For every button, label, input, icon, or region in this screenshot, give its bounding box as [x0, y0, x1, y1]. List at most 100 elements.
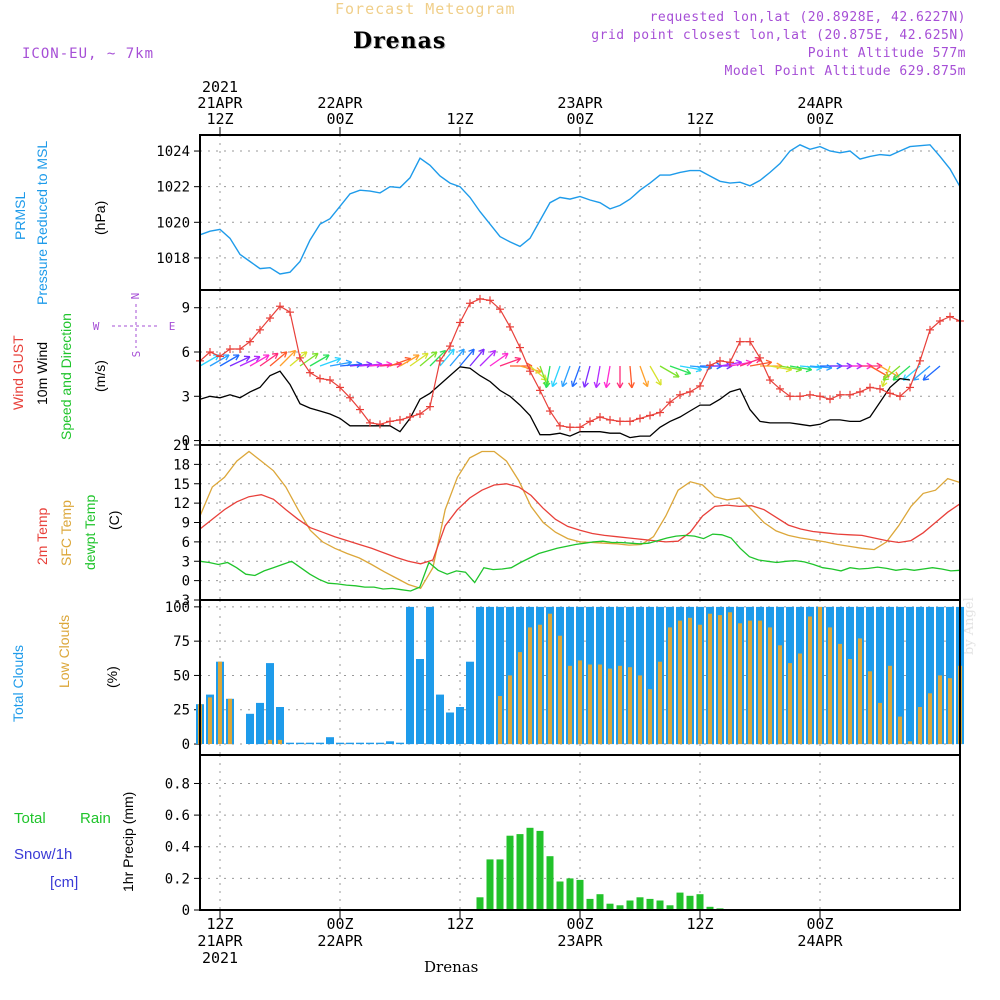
- low-cloud-bar: [898, 716, 902, 744]
- total-cloud-bar: [296, 742, 304, 745]
- bottom-time-label: 00Z: [566, 915, 593, 933]
- low-cloud-bar: [928, 693, 932, 745]
- precip-bar: [636, 897, 644, 910]
- top-time-label: 24APR: [797, 94, 843, 112]
- wind-vector-head: [271, 352, 279, 355]
- wind-vector-head: [245, 356, 251, 362]
- total-cloud-bar: [876, 606, 884, 745]
- wind-vector: [779, 365, 802, 371]
- temperature-ytick-label: 0: [182, 574, 190, 590]
- precip-bar: [646, 898, 654, 910]
- dewpt-line: [199, 533, 961, 592]
- precip-ytick-label: 0.4: [165, 840, 190, 856]
- total-cloud-bar: [926, 606, 934, 745]
- total-cloud-bar: [416, 659, 424, 744]
- low-cloud-bar: [818, 606, 822, 745]
- precip-bar: [506, 835, 514, 910]
- total-cloud-bar: [946, 606, 954, 745]
- wind-vector-head: [255, 356, 261, 362]
- temperature-ytick-label: -3: [173, 593, 190, 609]
- clouds-ytick-label: 100: [165, 600, 190, 616]
- wind-vector: [789, 365, 812, 371]
- low-cloud-bar: [938, 675, 942, 744]
- wind-vector-head: [311, 352, 319, 355]
- wind-vector-head: [280, 351, 287, 354]
- wind-vector: [879, 365, 900, 378]
- wind-vector-head: [882, 382, 888, 388]
- wind-vector-head: [562, 382, 568, 388]
- low-cloud-bar: [608, 668, 612, 744]
- precip-bar: [686, 895, 694, 910]
- wind-vector: [561, 365, 571, 387]
- wind-vector: [519, 365, 542, 373]
- wind-vector: [229, 356, 251, 367]
- wind-vector-head: [544, 374, 548, 381]
- wind-vector: [499, 357, 521, 367]
- wind-vector-head: [501, 352, 509, 355]
- precip-bar: [536, 830, 544, 910]
- low-cloud-bar: [738, 623, 742, 744]
- wind-vector-head: [805, 369, 812, 373]
- clouds-ytick-label: 50: [173, 668, 190, 684]
- precip-ytick-label: 0.2: [165, 871, 190, 887]
- total-cloud-bar: [476, 606, 484, 745]
- wind-vector-head: [893, 378, 900, 381]
- low-cloud-bar: [918, 707, 922, 744]
- total-cloud-bar: [436, 694, 444, 744]
- total-cloud-bar: [426, 606, 434, 745]
- low-cloud-bar: [718, 615, 722, 744]
- low-cloud-bar: [528, 627, 532, 744]
- temperature-ytick-label: 18: [173, 457, 190, 473]
- bottom-station-label: Drenas: [424, 958, 479, 976]
- wind-vector-head: [430, 351, 437, 354]
- wind-vector-head: [593, 381, 597, 388]
- low-cloud-bar: [788, 663, 792, 744]
- wind-vector: [739, 357, 761, 367]
- low-cloud-bar: [748, 620, 752, 745]
- temperature-ytick-label: 21: [173, 438, 190, 454]
- wind-vector-head: [605, 382, 611, 389]
- wind-vector: [571, 365, 581, 387]
- low-cloud-bar: [948, 678, 952, 744]
- total-cloud-bar: [906, 606, 914, 745]
- total-cloud-bar: [356, 742, 364, 745]
- compass-north: N: [129, 293, 142, 300]
- total-cloud-bar: [366, 742, 374, 745]
- temperature-ytick-label: 12: [173, 496, 190, 512]
- wind-vector-head: [550, 380, 554, 387]
- precip-bar: [606, 903, 614, 910]
- low-cloud-bar: [618, 665, 622, 744]
- wind-vector: [669, 365, 691, 375]
- t2m-line: [199, 483, 961, 565]
- wind-vector-head: [452, 349, 455, 356]
- pressure-ytick-label: 1024: [156, 144, 190, 160]
- total-cloud-bar: [466, 661, 474, 744]
- wind-vector: [269, 351, 288, 367]
- top-time-label: 12Z: [206, 110, 233, 128]
- wind-vector-head: [883, 378, 890, 381]
- precip-bar: [526, 827, 534, 910]
- wind-vector: [289, 351, 308, 367]
- wind-vector-head: [560, 380, 564, 387]
- model-name: ICON-EU, ~ 7km: [22, 46, 155, 62]
- wind-vector-head: [225, 354, 230, 361]
- precip-bar: [676, 892, 684, 910]
- wind-vector-head: [616, 382, 621, 389]
- top-time-label: 21APR: [197, 94, 243, 112]
- point-altitude: Point Altitude 577m: [807, 46, 966, 61]
- compass-east: E: [169, 320, 176, 333]
- low-cloud-bar: [548, 613, 552, 744]
- wind-vector-head: [726, 365, 733, 370]
- wind-vector: [309, 354, 330, 367]
- precip-bar: [596, 894, 604, 910]
- low-cloud-bar: [758, 620, 762, 745]
- top-time-label: 23APR: [557, 94, 603, 112]
- top-time-label: 00Z: [806, 110, 833, 128]
- wind-ytick-label: 9: [182, 301, 190, 317]
- wind-vector-head: [293, 350, 297, 357]
- wind-vector-head: [304, 351, 308, 358]
- temperature-ytick-label: 15: [173, 477, 190, 493]
- wind-vector-head: [695, 369, 702, 373]
- wind-vector-head: [642, 382, 648, 388]
- low-cloud-bar: [278, 739, 282, 744]
